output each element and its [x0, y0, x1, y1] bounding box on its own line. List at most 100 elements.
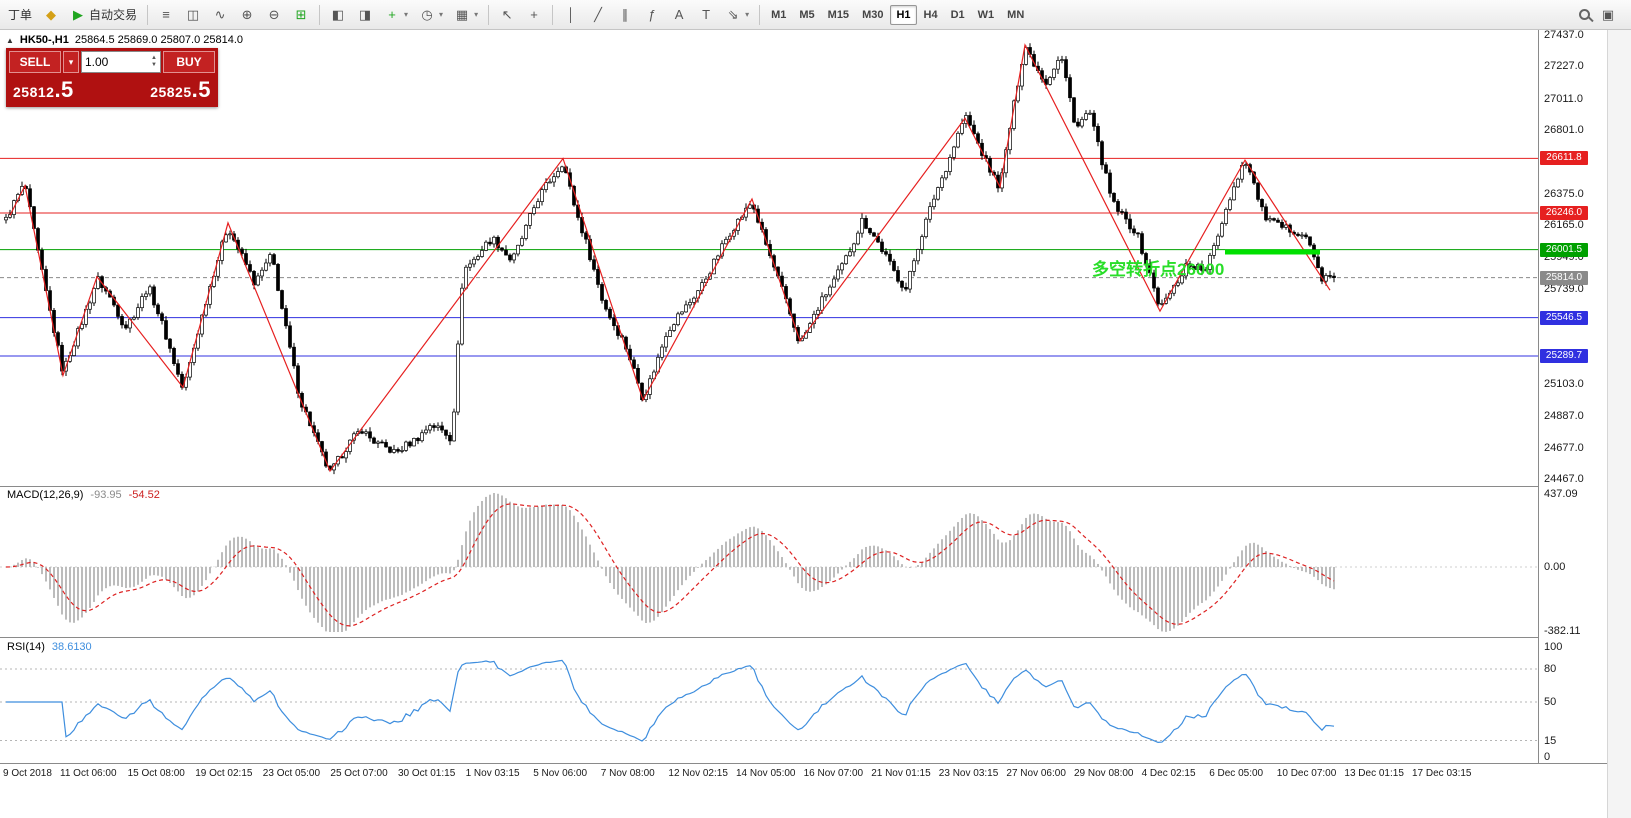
price-chart[interactable]: [0, 30, 1631, 486]
tf-w1[interactable]: W1: [972, 5, 1001, 25]
rsi-axis-label: 80: [1544, 663, 1557, 675]
cascade-windows-icon-glyph: ◨: [358, 6, 372, 22]
sep-5: [759, 4, 761, 25]
zoom-in-icon-glyph: ⊕: [241, 6, 253, 22]
time-axis-label: 1 Nov 03:15: [465, 768, 520, 779]
tf-mn[interactable]: MN: [1001, 5, 1030, 25]
tf-m15-label: M15: [827, 8, 850, 21]
sell-button[interactable]: SELL: [9, 51, 61, 73]
macd-panel[interactable]: [0, 486, 1631, 637]
autotrade-button[interactable]: ▶ 自动交易: [65, 3, 142, 26]
price-tick: 24887.0: [1544, 410, 1584, 423]
arrange-windows-icon-glyph: ◧: [331, 6, 345, 22]
panel-separator-2: [0, 637, 1631, 638]
template-icon-dropdown[interactable]: ▾: [474, 10, 479, 19]
fibonacci-icon[interactable]: ƒ: [639, 4, 665, 25]
add-indicator-icon-dropdown[interactable]: ▾: [404, 10, 409, 19]
volume-input[interactable]: 1.00 ▲ ▼: [81, 51, 161, 73]
arrows-icon-dropdown[interactable]: ▾: [745, 10, 750, 19]
candles: [4, 43, 1336, 475]
buy-price[interactable]: 25825.5: [150, 77, 211, 102]
macd-axis-min: -382.11: [1544, 625, 1581, 637]
buy-button[interactable]: BUY: [163, 51, 215, 73]
time-axis-label: 23 Oct 05:00: [262, 768, 321, 779]
sep-1: [147, 4, 149, 25]
tf-mn-label: MN: [1007, 8, 1025, 21]
vertical-line-icon[interactable]: │: [558, 4, 584, 25]
arrange-windows-icon[interactable]: ◧: [325, 4, 351, 26]
cascade-windows-icon[interactable]: ◨: [352, 4, 378, 26]
channel-icon-glyph: ∥: [621, 6, 629, 22]
text-icon[interactable]: A: [666, 4, 692, 25]
rsi-axis-label: 15: [1544, 734, 1557, 747]
cursor-icon[interactable]: ↖: [494, 4, 520, 26]
time-axis-label: 16 Nov 07:00: [803, 768, 864, 779]
bar-chart-icon[interactable]: ≡: [153, 4, 179, 25]
period-selector-icon[interactable]: ◷ ▾: [414, 4, 448, 26]
step-up-icon[interactable]: ▲: [151, 55, 157, 62]
sell-price[interactable]: 25812.5: [13, 77, 74, 102]
add-indicator-icon[interactable]: + ▾: [379, 4, 413, 25]
orders-button[interactable]: 丁单: [3, 3, 37, 26]
add-indicator-icon-glyph: +: [388, 7, 396, 22]
step-down-icon[interactable]: ▼: [151, 62, 157, 68]
zoom-in-icon[interactable]: ⊕: [234, 4, 260, 26]
chart-title: ▲ HK50-,H1 25864.5 25869.0 25807.0 25814…: [6, 34, 243, 46]
time-axis-label: 25 Oct 07:00: [330, 768, 388, 779]
time-axis-label: 27 Nov 06:00: [1006, 768, 1066, 779]
tf-h1[interactable]: H1: [890, 4, 917, 25]
rsi-title: RSI(14): [7, 641, 45, 653]
price-tick: 24677.0: [1544, 441, 1584, 454]
tile-windows-icon[interactable]: ⊞: [288, 4, 314, 26]
price-tick: 27011.0: [1544, 92, 1583, 105]
template-icon[interactable]: ▦ ▾: [449, 4, 483, 26]
price-tick: 25103.0: [1544, 377, 1584, 390]
tf-d1-label: D1: [950, 8, 965, 21]
channel-icon[interactable]: ∥: [612, 4, 638, 26]
price-level-marker: 26246.0: [1540, 206, 1588, 221]
rsi-panel[interactable]: [0, 637, 1631, 763]
zoom-out-icon[interactable]: ⊖: [261, 4, 287, 26]
arrows-icon[interactable]: ⇘ ▾: [720, 4, 754, 26]
tf-d1[interactable]: D1: [945, 5, 971, 25]
time-axis-label: 23 Nov 03:15: [938, 768, 999, 779]
price-level-marker: 25289.7: [1540, 348, 1588, 363]
tf-m15[interactable]: M15: [822, 5, 855, 25]
gold-star-icon-glyph: ◆: [46, 6, 57, 22]
rsi-line: [6, 659, 1335, 744]
gold-star-icon[interactable]: ◆: [38, 4, 64, 26]
macd-signal-value: -54.52: [128, 489, 160, 501]
time-axis-label: 5 Nov 06:00: [533, 768, 588, 779]
time-axis-label: 15 Oct 08:00: [127, 768, 185, 779]
tile-windows-icon-glyph: ⊞: [295, 6, 307, 22]
panels-icon[interactable]: ▣: [1601, 6, 1615, 22]
tf-m1-label: M1: [771, 8, 787, 21]
macd-axis-max: 437.09: [1544, 488, 1578, 500]
text-label-icon[interactable]: T: [693, 4, 719, 25]
trendline-icon[interactable]: ╱: [585, 4, 611, 26]
time-axis-label: 12 Nov 02:15: [668, 768, 728, 779]
period-selector-icon-dropdown[interactable]: ▾: [439, 10, 444, 19]
rsi-axis-label: 0: [1544, 751, 1551, 763]
axis-separator: [1538, 30, 1539, 763]
price-tick: 26801.0: [1544, 124, 1584, 137]
tf-m5[interactable]: M5: [793, 5, 820, 25]
tf-h4[interactable]: H4: [918, 5, 944, 25]
time-axis-label: 14 Nov 05:00: [736, 768, 796, 779]
time-axis-label: 21 Nov 01:15: [871, 768, 931, 779]
price-tick: 26165.0: [1544, 219, 1584, 232]
tf-m1[interactable]: M1: [765, 5, 792, 25]
macd-signal-line: [5, 503, 1335, 627]
tf-m5-label: M5: [799, 8, 815, 21]
time-axis[interactable]: 9 Oct 2018 11 Oct 06:00 15 Oct 08:00 19 Oct…: [0, 763, 1631, 787]
line-chart-icon[interactable]: ∿: [207, 4, 233, 26]
tf-w1-label: W1: [977, 8, 995, 21]
candlestick-chart-icon[interactable]: ◫: [180, 4, 206, 26]
ohlc-values: 25864.5 25869.0 25807.0 25814.0: [74, 34, 244, 46]
collapse-arrow-icon[interactable]: ▲: [6, 35, 14, 45]
search-icon[interactable]: [1579, 9, 1590, 20]
order-type-dropdown[interactable]: ▾: [63, 51, 79, 73]
volume-steppers[interactable]: ▲ ▼: [151, 55, 157, 68]
crosshair-icon[interactable]: +: [521, 4, 547, 25]
tf-m30[interactable]: M30: [856, 5, 889, 25]
